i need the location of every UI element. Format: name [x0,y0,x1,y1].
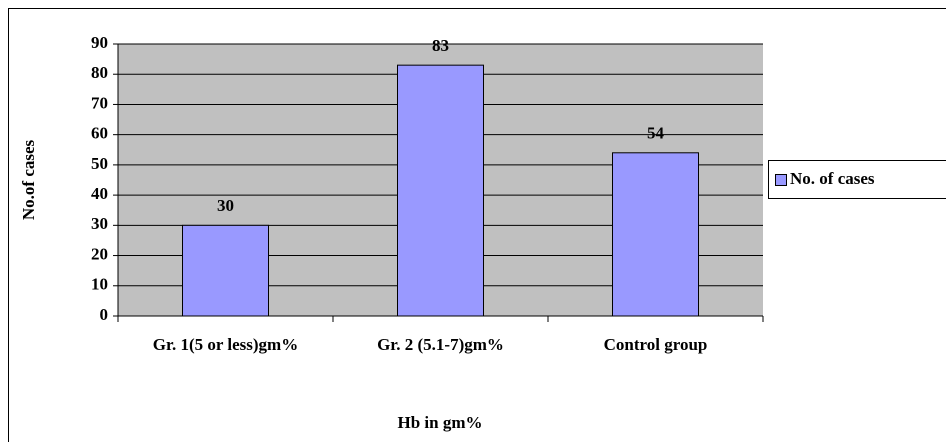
x-tick-label: Gr. 2 (5.1-7)gm% [377,335,504,354]
y-tick-label: 20 [91,244,108,263]
legend [768,160,946,199]
y-tick-label: 90 [91,33,108,52]
bar [182,224,269,317]
y-axis-title: No.of cases [19,139,38,220]
bar [397,64,484,317]
data-label: 83 [432,36,449,55]
x-tick-label: Control group [604,335,708,354]
x-tick-label: Gr. 1(5 or less)gm% [153,335,298,354]
y-tick-label: 70 [91,93,108,112]
data-label: 54 [647,124,665,143]
x-axis-title: Hb in gm% [397,413,482,432]
y-tick-label: 60 [91,124,108,143]
y-tick-label: 10 [91,275,108,294]
y-tick-label: 30 [91,214,108,233]
y-tick-label: 50 [91,154,108,173]
y-tick-label: 40 [91,184,108,203]
y-tick-label: 0 [100,305,109,324]
bar [612,152,699,317]
data-label: 30 [217,196,234,215]
legend-label: No. of cases [790,169,875,188]
legend-swatch [775,174,787,186]
y-tick-label: 80 [91,63,108,82]
